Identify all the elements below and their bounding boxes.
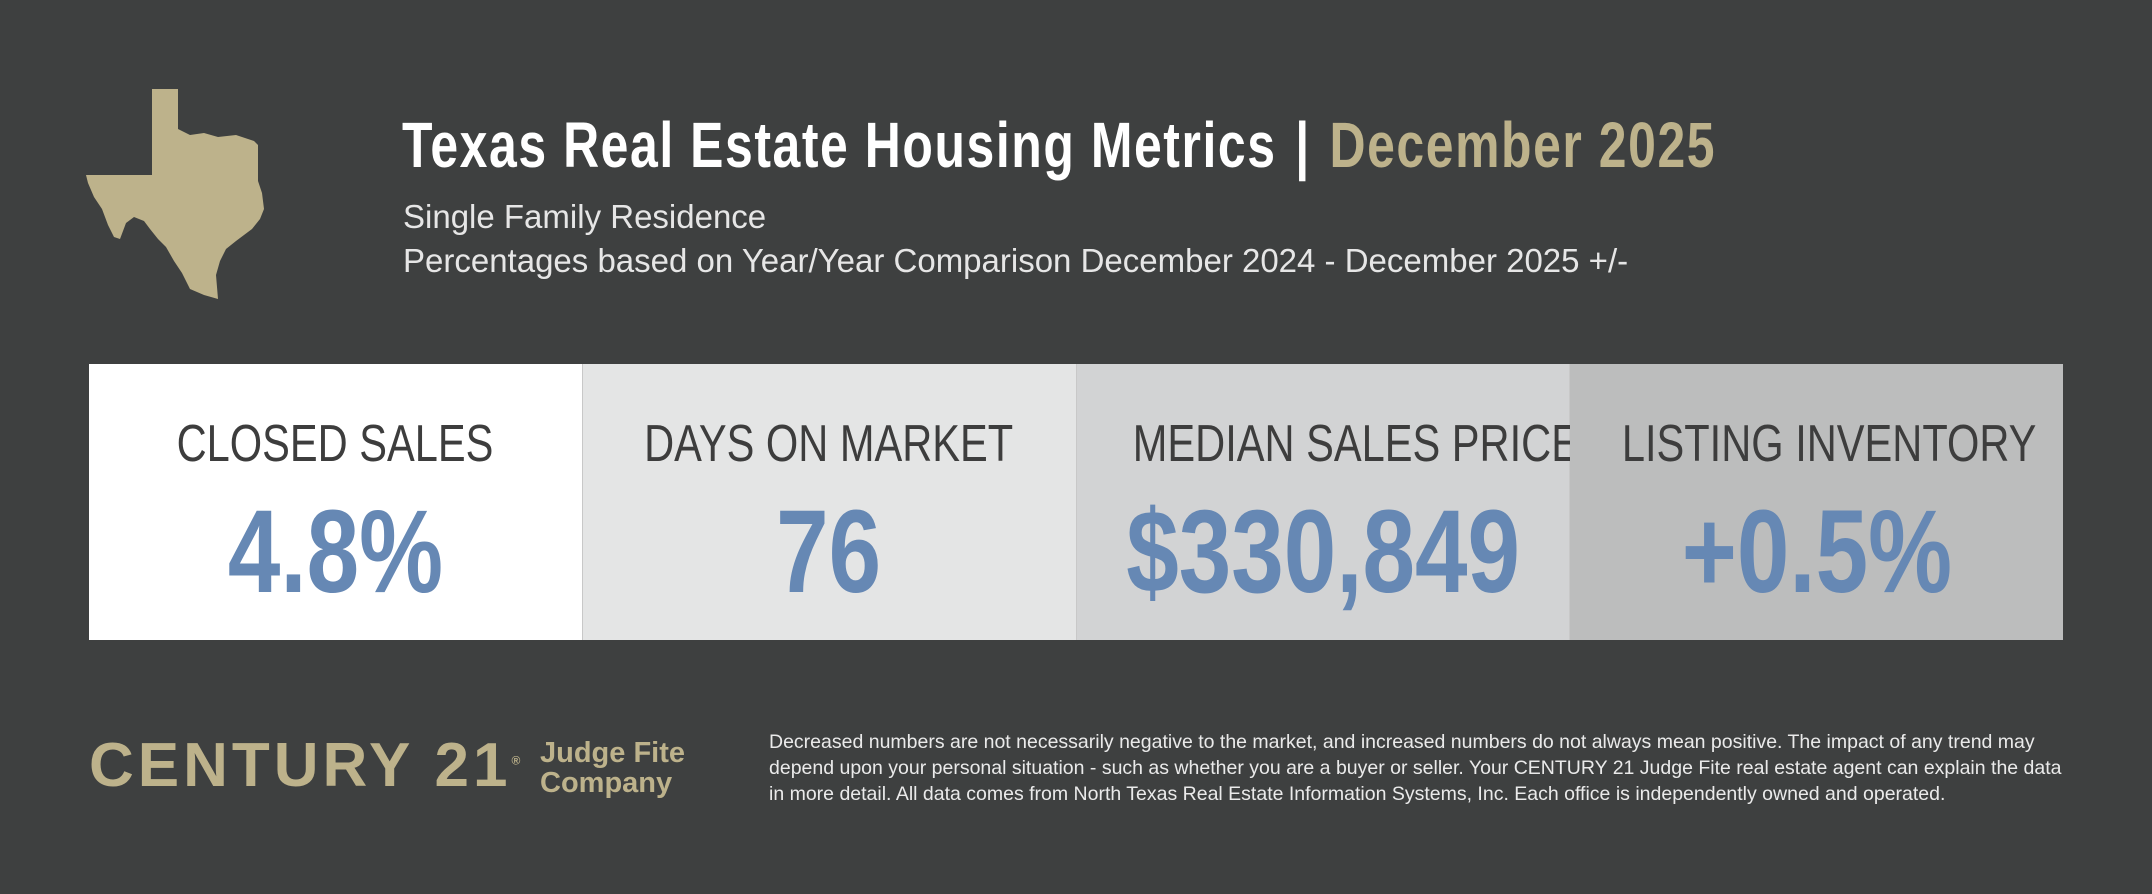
office-name: Judge Fite Company xyxy=(540,738,685,798)
metric-value: 76 xyxy=(776,486,882,618)
office-line-2: Company xyxy=(540,767,673,799)
brand-name: CENTURY 21 xyxy=(89,731,512,800)
metric-label: DAYS ON MARKET xyxy=(644,415,1014,473)
metric-label: CLOSED SALES xyxy=(176,415,494,473)
page-title: Texas Real Estate Housing Metrics | Decemb… xyxy=(402,108,2087,182)
title-date: December 2025 xyxy=(1329,109,1717,181)
century21-logo: CENTURY 21® xyxy=(89,730,520,801)
comparison-note: Percentages based on Year/Year Compariso… xyxy=(403,242,1629,279)
metrics-row: CLOSED SALES 4.8% DAYS ON MARKET 76 MEDI… xyxy=(89,364,2063,640)
metric-card-days-on-market: DAYS ON MARKET 76 xyxy=(582,364,1077,640)
metric-value: 4.8% xyxy=(227,486,443,618)
office-line-1: Judge Fite xyxy=(540,737,686,769)
metric-value: +0.5% xyxy=(1681,486,1952,618)
registered-mark: ® xyxy=(511,753,521,768)
metric-value: $330,849 xyxy=(1125,486,1520,618)
subtitle: Single Family Residence xyxy=(403,198,767,235)
metric-card-median-sales-price: MEDIAN SALES PRICE $330,849 xyxy=(1076,364,1578,640)
metric-card-closed-sales: CLOSED SALES 4.8% xyxy=(89,364,583,640)
title-text: Texas Real Estate Housing Metrics xyxy=(402,109,1277,181)
disclaimer: Decreased numbers are not necessarily ne… xyxy=(769,731,2062,805)
metric-label: MEDIAN SALES PRICE xyxy=(1132,415,1579,473)
title-separator: | xyxy=(1295,109,1311,181)
texas-map-icon xyxy=(86,89,264,299)
metric-card-listing-inventory: LISTING INVENTORY +0.5% xyxy=(1570,364,2063,640)
metric-label: LISTING INVENTORY xyxy=(1622,415,2037,473)
